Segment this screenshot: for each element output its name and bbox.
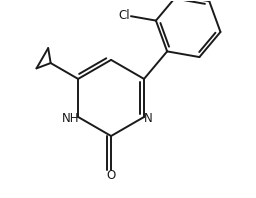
Text: Cl: Cl [119,9,130,22]
Text: NH: NH [62,112,79,125]
Text: N: N [144,112,153,125]
Text: O: O [106,169,116,182]
